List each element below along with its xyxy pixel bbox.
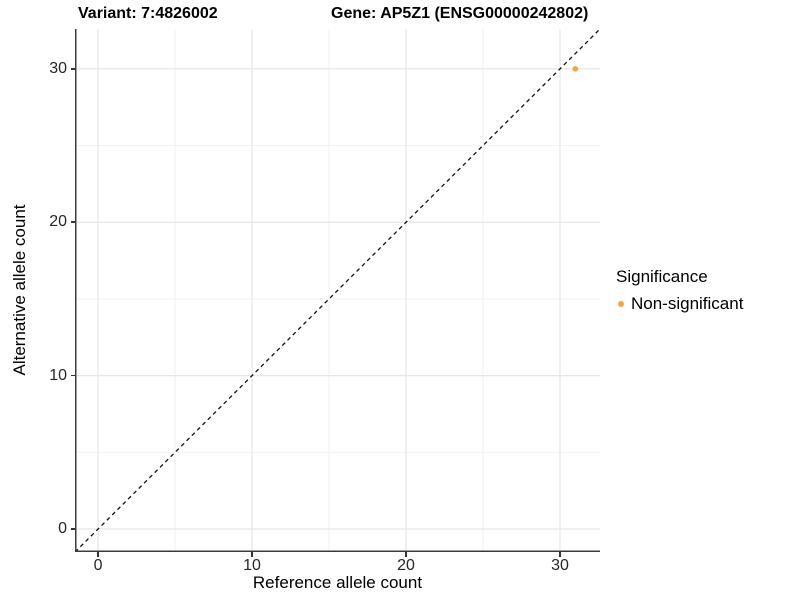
x-tick-label: 10 [243,557,261,574]
x-tick-mark [559,552,561,557]
x-tick-mark [405,552,407,557]
x-tick-label: 20 [397,557,415,574]
legend-title: Significance [616,267,708,286]
x-tick-mark [97,552,99,557]
x-tick-label: 0 [93,557,103,574]
plot-area [75,29,600,552]
y-axis-label: Alternative allele count [10,204,29,376]
data-point [572,66,579,72]
y-tick-label: 0 [58,519,67,537]
legend: Significance Non-significant [616,267,743,314]
x-axis-label: Reference allele count [252,573,423,592]
y-tick-label: 20 [49,213,67,231]
y-tick-label: 10 [49,366,67,384]
legend-entry-label: Non-significant [631,294,744,313]
plot-title-variant: Variant: 7:4826002 [78,5,218,22]
y-tick-mark [70,374,75,377]
plot-title-gene: Gene: AP5Z1 (ENSG00000242802) [331,5,589,22]
x-tick-mark [251,552,253,557]
y-tick-mark [70,528,75,530]
legend-entry: Non-significant [616,294,743,314]
identity-dashed-line [75,29,600,552]
legend-marker-circle-icon [618,301,624,307]
plot-panel [75,29,600,552]
y-tick-mark [70,68,75,70]
y-tick-label: 30 [49,59,67,77]
y-tick-mark [70,221,75,223]
x-tick-label: 30 [551,557,569,574]
